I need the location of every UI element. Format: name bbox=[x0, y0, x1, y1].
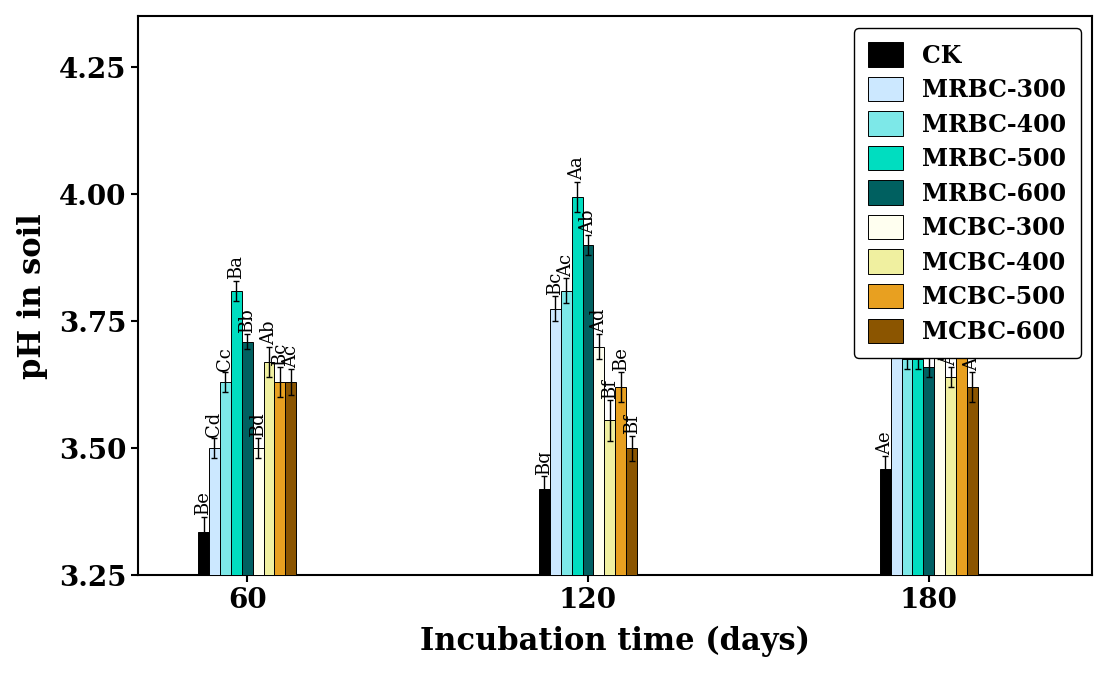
Text: Ab: Ab bbox=[953, 283, 970, 307]
Bar bbox=[220, 382, 231, 575]
Text: Bd: Bd bbox=[250, 412, 267, 437]
Text: Cbc: Cbc bbox=[909, 312, 927, 348]
Text: Bb: Bb bbox=[238, 308, 256, 332]
Bar bbox=[967, 388, 978, 575]
Text: Bg: Bg bbox=[536, 450, 553, 474]
Text: Aa: Aa bbox=[887, 184, 905, 208]
Bar bbox=[582, 245, 593, 575]
Bar bbox=[571, 197, 582, 575]
Text: Ac: Ac bbox=[282, 345, 299, 368]
Bar bbox=[208, 448, 220, 575]
Text: Bc: Bc bbox=[547, 271, 564, 294]
Text: Cd: Cd bbox=[205, 411, 223, 437]
Bar bbox=[253, 448, 264, 575]
Text: Be: Be bbox=[194, 491, 213, 516]
Bar bbox=[561, 291, 571, 575]
Text: Ad: Ad bbox=[590, 308, 608, 332]
Text: Abc: Abc bbox=[930, 298, 948, 332]
Text: Aa: Aa bbox=[568, 156, 586, 180]
Bar bbox=[924, 367, 934, 575]
Bar bbox=[199, 532, 208, 575]
Bar bbox=[913, 359, 924, 575]
Bar bbox=[242, 342, 253, 575]
Bar bbox=[934, 347, 945, 575]
Text: Acd: Acd bbox=[942, 331, 959, 365]
Bar bbox=[274, 382, 285, 575]
Bar bbox=[539, 489, 550, 575]
Bar bbox=[879, 468, 891, 575]
Bar bbox=[627, 448, 637, 575]
Text: Be: Be bbox=[612, 347, 630, 371]
Text: Bc: Bc bbox=[271, 342, 288, 365]
Text: Cc: Cc bbox=[919, 332, 938, 355]
Text: Cc: Cc bbox=[216, 347, 234, 371]
Text: Ae: Ae bbox=[876, 431, 894, 454]
Bar bbox=[604, 421, 615, 575]
X-axis label: Incubation time (days): Incubation time (days) bbox=[420, 625, 811, 656]
Text: Ba: Ba bbox=[227, 255, 245, 279]
Bar bbox=[902, 359, 913, 575]
Bar bbox=[231, 291, 242, 575]
Bar bbox=[615, 388, 627, 575]
Text: Bcd: Bcd bbox=[898, 313, 916, 348]
Text: Ab: Ab bbox=[579, 209, 597, 234]
Legend: CK, MRBC-300, MRBC-400, MRBC-500, MRBC-600, MCBC-300, MCBC-400, MCBC-500, MCBC-6: CK, MRBC-300, MRBC-400, MRBC-500, MRBC-6… bbox=[854, 28, 1080, 358]
Y-axis label: pH in soil: pH in soil bbox=[17, 213, 48, 379]
Bar bbox=[956, 321, 967, 575]
Bar bbox=[945, 377, 956, 575]
Bar bbox=[264, 362, 274, 575]
Bar bbox=[550, 309, 561, 575]
Text: Ad: Ad bbox=[964, 346, 981, 371]
Bar bbox=[593, 347, 604, 575]
Text: Bf: Bf bbox=[622, 414, 641, 434]
Bar bbox=[285, 382, 296, 575]
Bar bbox=[891, 225, 902, 575]
Text: Bf: Bf bbox=[601, 379, 619, 398]
Text: Ac: Ac bbox=[557, 254, 576, 277]
Text: Ab: Ab bbox=[260, 321, 278, 345]
